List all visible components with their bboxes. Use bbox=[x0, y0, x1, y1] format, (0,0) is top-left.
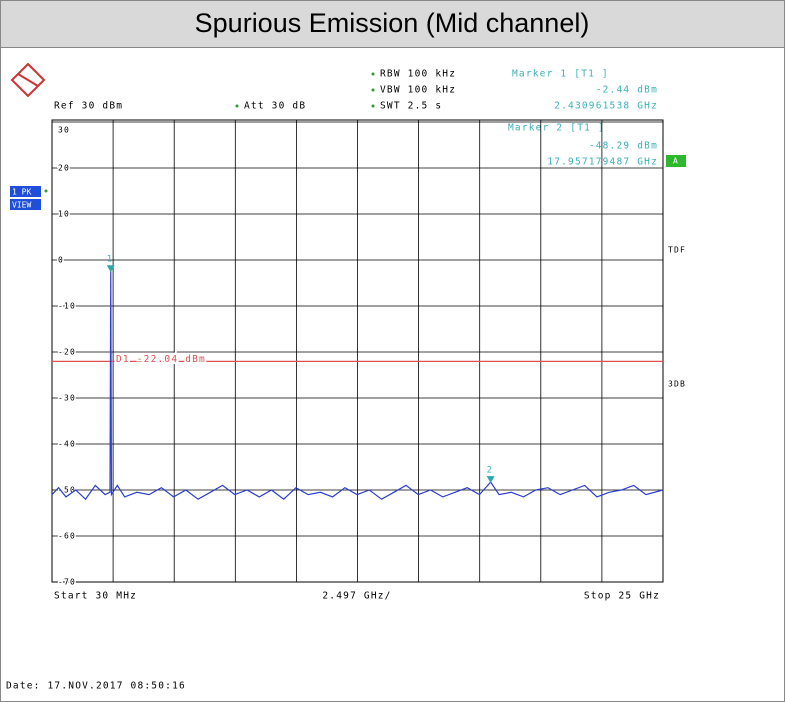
panel-border bbox=[0, 47, 785, 702]
setting-stars bbox=[44, 72, 375, 193]
marker-tag: 1 bbox=[107, 255, 114, 265]
vbw: VBW 100 kHz bbox=[380, 85, 456, 96]
a-box bbox=[666, 155, 686, 167]
marker1-freq: 2.430961538 GHz bbox=[554, 101, 658, 112]
y-tick-label: 0 bbox=[58, 256, 64, 265]
marker bbox=[486, 476, 495, 484]
start-label: Start 30 MHz bbox=[54, 591, 137, 602]
y-tick-label: 10 bbox=[58, 210, 70, 219]
marker2-value: -48.29 dBm bbox=[589, 141, 658, 152]
trace-label: 1 PK bbox=[12, 188, 31, 197]
span-label: 2.497 GHz/ bbox=[322, 591, 391, 602]
marker2-name: Marker 2 [T1 ] bbox=[508, 123, 605, 134]
title-bar bbox=[0, 0, 785, 48]
rbw: RBW 100 kHz bbox=[380, 69, 456, 80]
tdf-label: TDF bbox=[668, 246, 686, 255]
attenuation: Att 30 dB bbox=[244, 101, 306, 112]
marker bbox=[106, 265, 115, 273]
view-label: VIEW bbox=[12, 201, 31, 210]
y-tick-label: -40 bbox=[58, 440, 76, 449]
db-label: 3DB bbox=[668, 380, 686, 389]
ref-level: Ref 30 dBm bbox=[54, 101, 123, 112]
swt: SWT 2.5 s bbox=[380, 101, 442, 112]
logo bbox=[10, 62, 46, 98]
marker2-freq: 17.957179487 GHz bbox=[547, 157, 658, 168]
display-line-label: D1 -22.04 dBm bbox=[116, 354, 206, 365]
y-tick-label: -30 bbox=[58, 394, 76, 403]
y-tick-label: 30 bbox=[58, 126, 70, 135]
view-box bbox=[10, 199, 41, 210]
marker1-name: Marker 1 [T1 ] bbox=[512, 69, 609, 80]
y-tick-label: -10 bbox=[58, 302, 76, 311]
y-tick-label: -70 bbox=[58, 578, 76, 587]
a-label: A bbox=[673, 157, 679, 166]
stop-label: Stop 25 GHz bbox=[584, 591, 660, 602]
chart-title: Spurious Emission (Mid channel) bbox=[195, 8, 590, 38]
trace bbox=[51, 271, 664, 501]
y-tick-label: -20 bbox=[58, 348, 76, 357]
y-tick-label: -60 bbox=[58, 532, 76, 541]
y-tick-label: 20 bbox=[58, 164, 70, 173]
trace-box bbox=[10, 186, 41, 197]
marker1-value: -2.44 dBm bbox=[596, 85, 658, 96]
marker-tag: 2 bbox=[487, 466, 494, 476]
date: Date: 17.NOV.2017 08:50:16 bbox=[6, 681, 186, 692]
